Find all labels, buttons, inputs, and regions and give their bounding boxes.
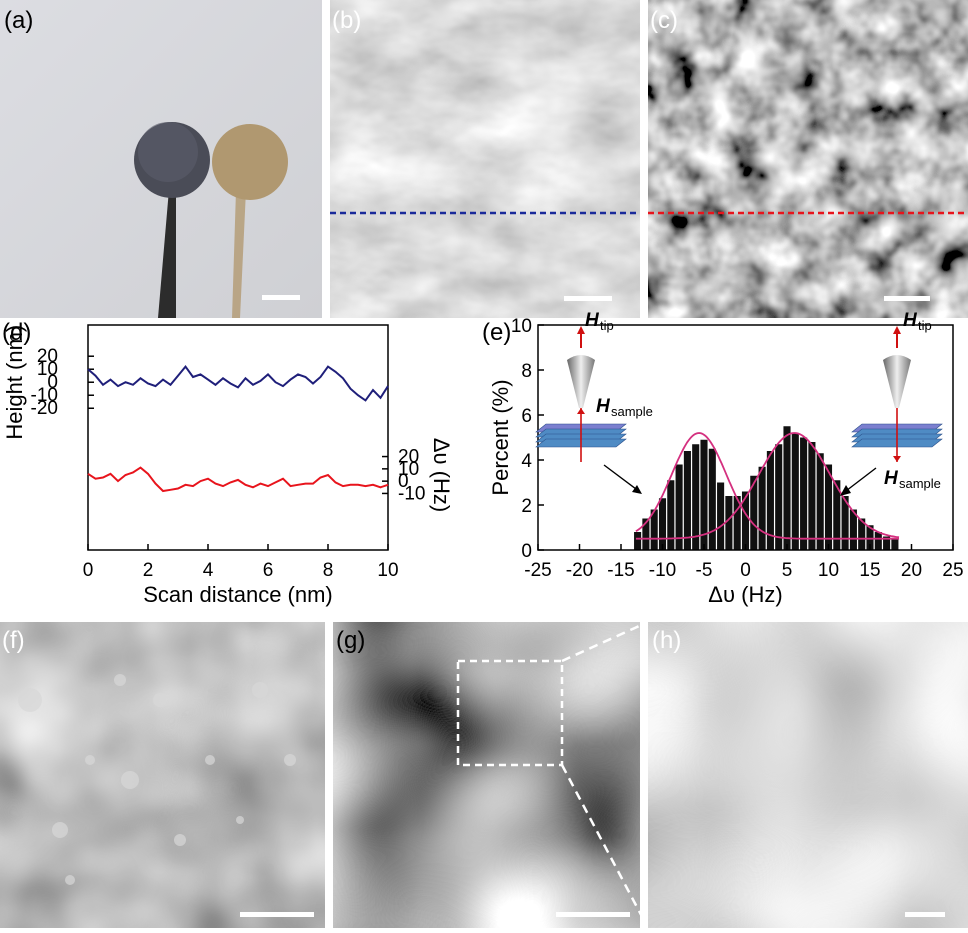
tip-arrow-head: [577, 326, 585, 334]
panel-label: (a): [4, 7, 33, 34]
y2-tick-label: 20: [398, 447, 419, 468]
x-axis-label: Scan distance (nm): [143, 582, 333, 607]
annotation-subscript: sample: [611, 404, 653, 419]
pointer-left: [604, 465, 640, 492]
annotation-symbol: H: [585, 310, 600, 331]
bar: [775, 444, 782, 550]
data-line: [88, 468, 388, 491]
bar: [783, 426, 790, 550]
annotation-symbol: H: [884, 468, 899, 489]
bar: [634, 532, 641, 550]
pointer-right-head: [840, 485, 851, 496]
x-tick-label: 6: [263, 560, 274, 581]
bar: [759, 467, 766, 550]
x-tick-label: 20: [901, 560, 922, 581]
x-tick-label: 25: [942, 560, 963, 581]
tip: [567, 355, 595, 408]
x-axis-label: Δυ (Hz): [708, 582, 782, 607]
x-tick-label: 2: [143, 560, 154, 581]
bar: [875, 532, 882, 550]
bar: [717, 483, 724, 551]
x-tick-label: 15: [859, 560, 880, 581]
afm-panel-b: [330, 0, 640, 318]
panel-label: (h): [652, 627, 681, 654]
sample-arrow-head: [577, 408, 585, 414]
annotation-subscript: tip: [918, 318, 932, 333]
y-tick-label: 6: [521, 406, 532, 427]
bar: [667, 480, 674, 550]
y-axis-label: Percent (%): [488, 379, 513, 495]
y-axis-label: Height (nm): [2, 325, 27, 440]
y-tick-label: 2: [521, 496, 532, 517]
annotation-subscript: tip: [600, 318, 614, 333]
x-tick-label: 10: [818, 560, 839, 581]
y-tick-label: 4: [521, 451, 532, 472]
bar: [659, 498, 666, 550]
x-tick-label: -25: [524, 560, 551, 581]
panel-label: (b): [332, 7, 361, 34]
x-tick-label: -10: [649, 560, 676, 581]
panel-label: (c): [650, 7, 678, 34]
x-tick-label: -15: [607, 560, 634, 581]
bar: [792, 433, 799, 550]
panel-label: (f): [2, 627, 25, 654]
x-tick-label: -20: [566, 560, 593, 581]
y-tick-label: 0: [521, 541, 532, 562]
mfm-panel-c: [648, 0, 968, 318]
data-line: [88, 367, 388, 401]
x-tick-label: 0: [740, 560, 751, 581]
annotation-symbol: H: [596, 396, 611, 417]
bar: [692, 444, 699, 550]
x-tick-label: 4: [203, 560, 214, 581]
tip-arrow-head: [893, 326, 901, 334]
photo-panel-a: [0, 0, 322, 318]
y2-axis-label: Δυ (Hz): [429, 438, 454, 512]
x-tick-label: 10: [377, 560, 398, 581]
figure: (a)(b)(c)(d)(e)(f)(g)(h)0246810-20-10010…: [0, 0, 968, 928]
bar: [709, 449, 716, 550]
y-tick-label: 20: [37, 346, 58, 367]
bar: [808, 442, 815, 550]
tip: [883, 355, 911, 408]
annotation-subscript: sample: [899, 476, 941, 491]
y-tick-label: 10: [511, 316, 532, 337]
bar: [725, 496, 732, 550]
plot-frame: [88, 325, 388, 550]
stm-panel-h: [648, 622, 968, 928]
x-tick-label: 0: [83, 560, 94, 581]
panel-label: (g): [336, 627, 365, 654]
stm-panel-f: [0, 622, 325, 928]
annotation-symbol: H: [903, 310, 918, 331]
sample-arrow-head: [893, 456, 901, 462]
y-tick-label: 8: [521, 361, 532, 382]
x-tick-label: -5: [696, 560, 713, 581]
x-tick-label: 8: [323, 560, 334, 581]
bar: [817, 453, 824, 550]
stm-panel-g: [333, 622, 648, 928]
panel-label: (e): [482, 319, 511, 346]
x-tick-label: 5: [782, 560, 793, 581]
bar: [891, 539, 898, 550]
bar: [800, 438, 807, 551]
bar: [684, 451, 691, 550]
